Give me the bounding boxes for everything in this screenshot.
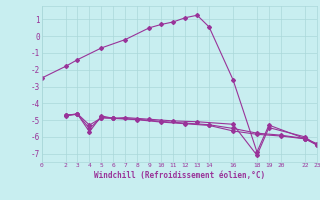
X-axis label: Windchill (Refroidissement éolien,°C): Windchill (Refroidissement éolien,°C) bbox=[94, 171, 265, 180]
